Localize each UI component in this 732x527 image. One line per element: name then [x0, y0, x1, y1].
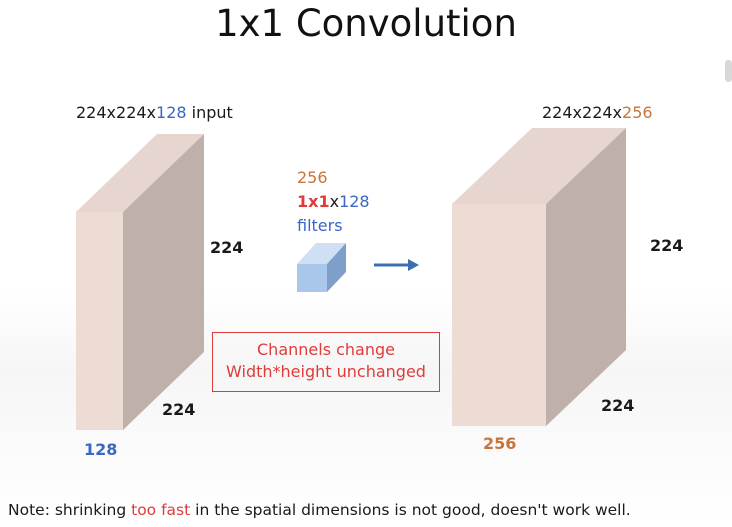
footer-note-before: Note: shrinking: [8, 501, 132, 519]
input-volume-side-face: [123, 134, 204, 430]
filter-cube-side-face: [327, 243, 346, 292]
filter-cube: [297, 243, 346, 292]
output-dims-label: 224x224x256: [542, 103, 653, 122]
input-volume-front-face: [76, 212, 123, 430]
filters-word-label: filters: [297, 216, 343, 235]
footer-note-highlight: too fast: [131, 501, 191, 519]
output-volume-side-face: [546, 128, 626, 426]
filter-size-times: x: [329, 192, 340, 211]
filter-size-spatial: 1x1: [297, 192, 330, 211]
filter-size-channels: 128: [339, 192, 370, 211]
callout-line-2: Width*height unchanged: [226, 362, 426, 381]
output-volume: [452, 128, 626, 426]
input-width-label: 224: [162, 400, 196, 419]
filter-cube-top-face: [297, 243, 346, 264]
input-height-label: 224: [210, 238, 244, 257]
scrollbar-thumb[interactable]: [725, 60, 732, 82]
arrow: [374, 259, 419, 271]
output-depth-label: 256: [483, 434, 517, 453]
output-width-label: 224: [601, 396, 635, 415]
slide-title: 1x1 Convolution: [215, 2, 517, 45]
input-dims-prefix: 224x224x: [76, 103, 157, 122]
footer-note-after: in the spatial dimensions is not good, d…: [190, 501, 631, 519]
output-dims-prefix: 224x224x: [542, 103, 623, 122]
output-dims-channels: 256: [622, 103, 653, 122]
output-height-label: 224: [650, 236, 684, 255]
input-volume-top-face: [76, 134, 204, 212]
callout-line-1: Channels change: [257, 340, 395, 359]
filter-cube-front-face: [297, 264, 327, 292]
arrow-head: [408, 259, 419, 271]
input-dims-suffix: input: [186, 103, 233, 122]
filter-count-label: 256: [297, 168, 328, 187]
callout-box: Channels change Width*height unchanged: [212, 332, 440, 392]
input-volume: [76, 134, 204, 430]
output-volume-top-face: [452, 128, 626, 204]
footer-note: Note: shrinking too fast in the spatial …: [8, 501, 631, 519]
input-dims-label: 224x224x128 input: [76, 103, 233, 122]
filter-size-label: 1x1x128: [297, 192, 370, 211]
input-dims-channels: 128: [156, 103, 187, 122]
input-depth-label: 128: [84, 440, 118, 459]
output-volume-front-face: [452, 204, 546, 426]
